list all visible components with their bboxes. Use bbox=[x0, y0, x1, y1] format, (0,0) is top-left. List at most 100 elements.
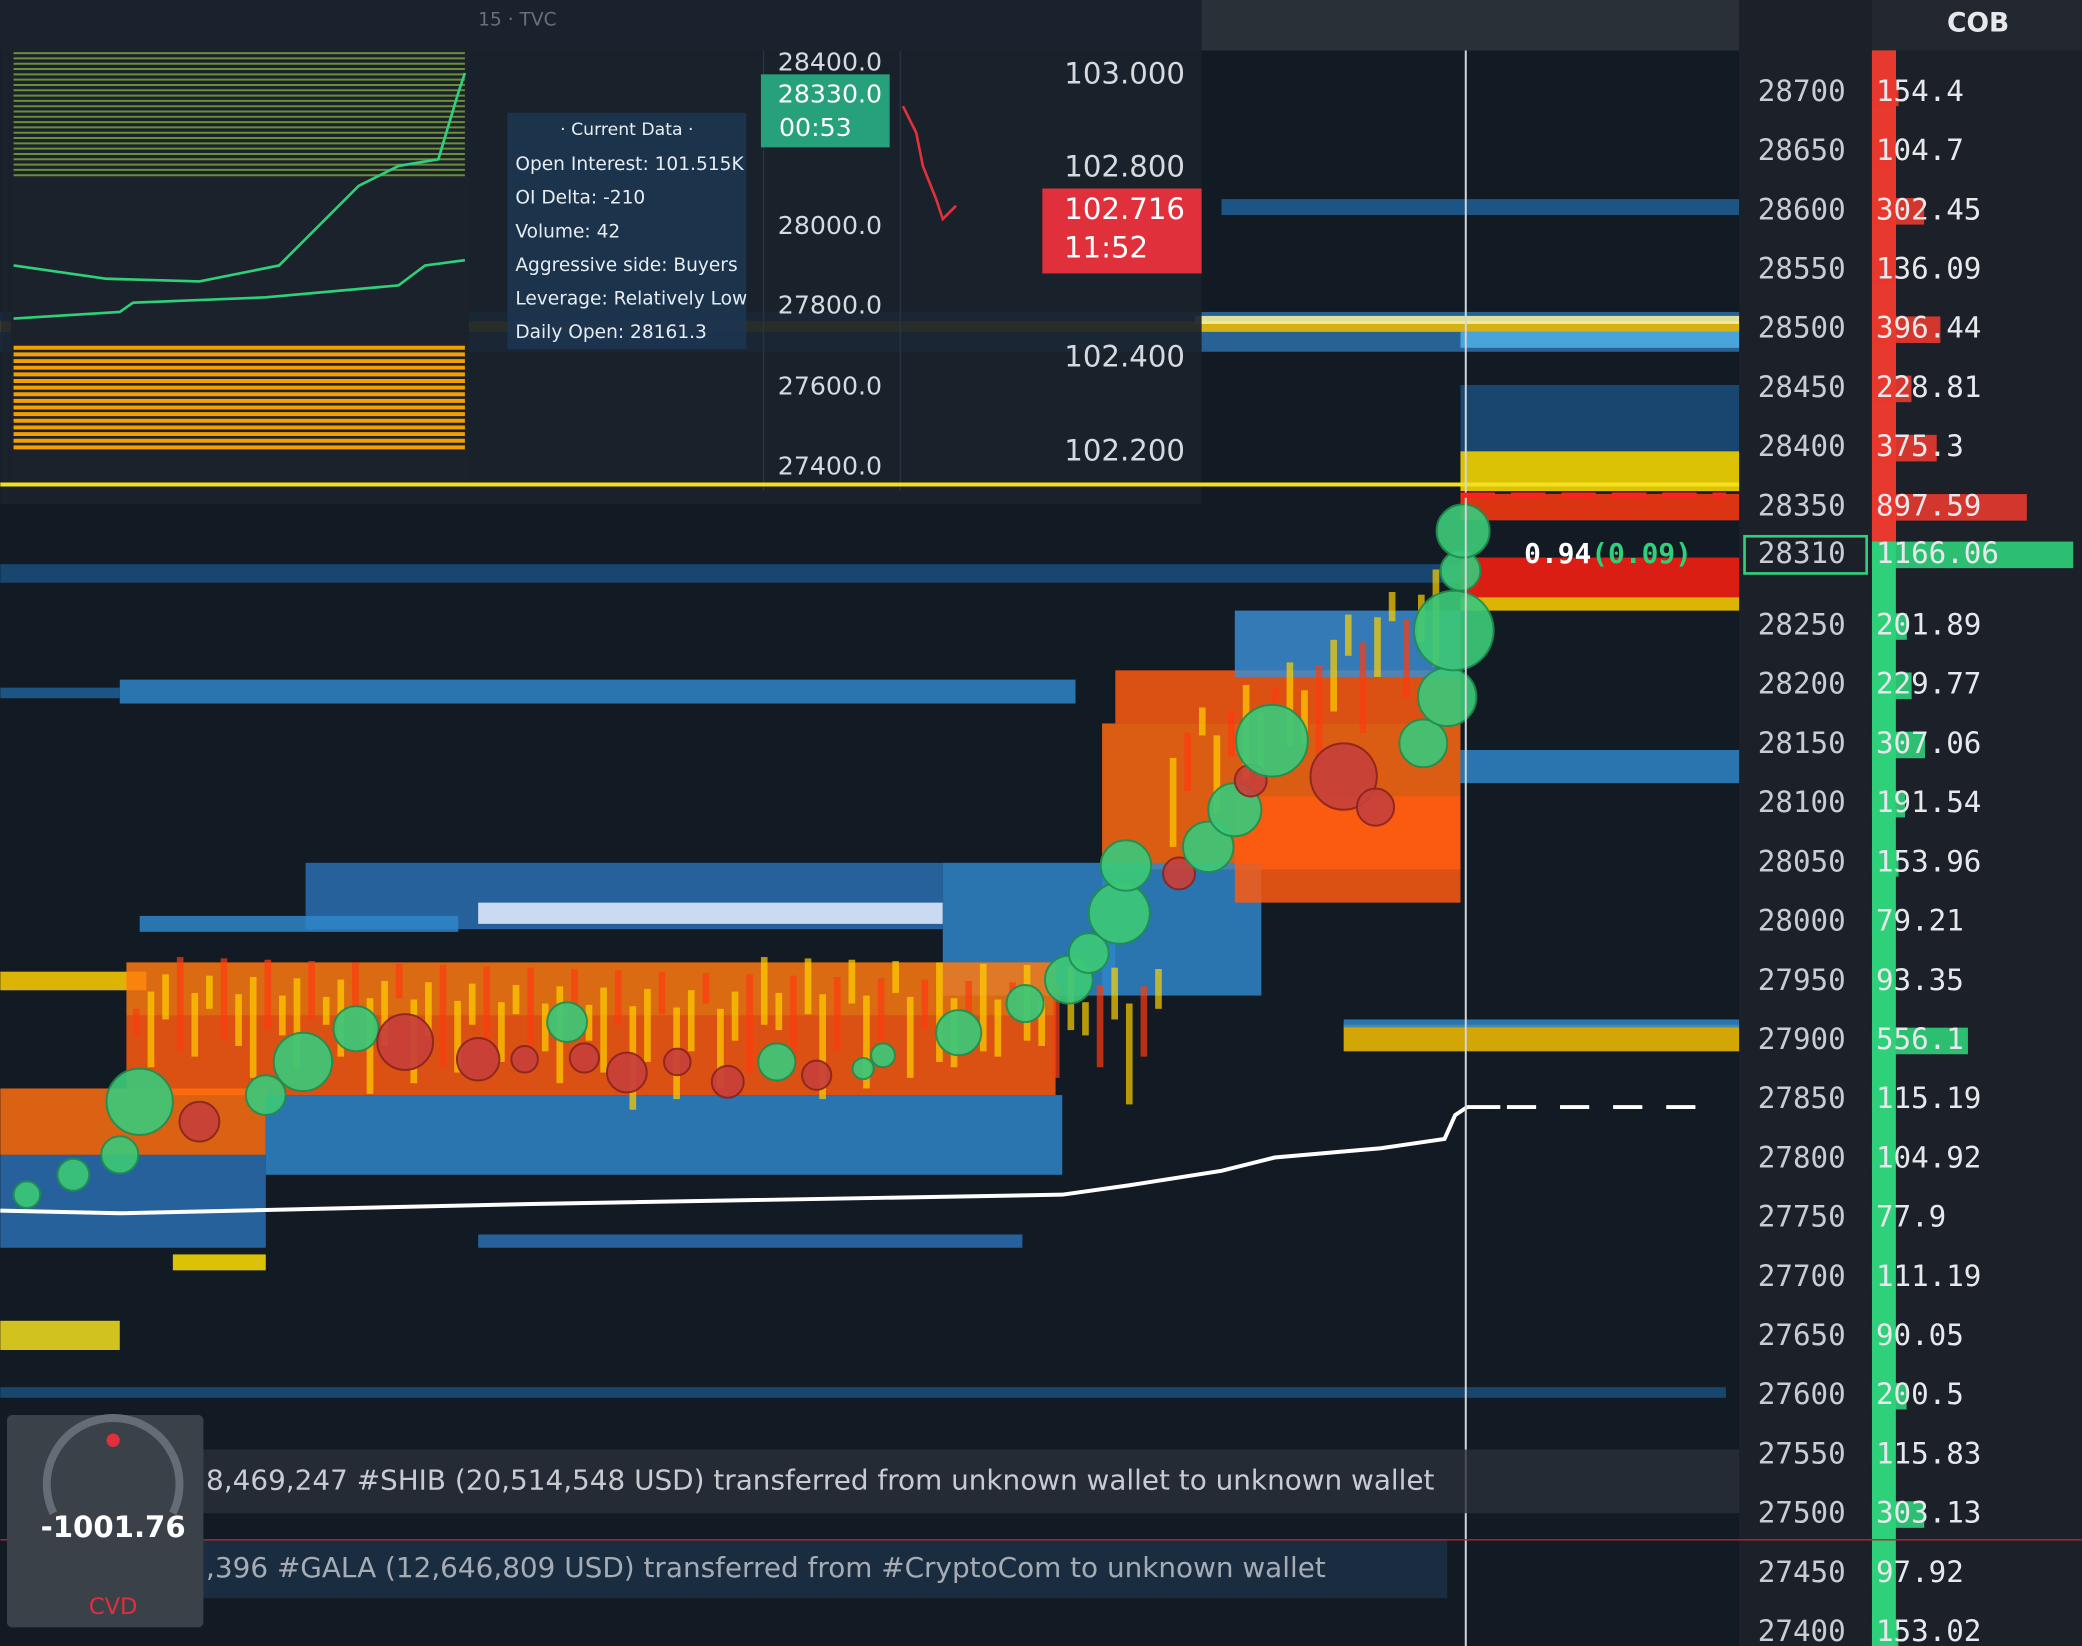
heat-cell bbox=[833, 976, 841, 1052]
depth-bar bbox=[1871, 1442, 1892, 1469]
news-item: ,396 #GALA (12,646,809 USD) transferred … bbox=[206, 1551, 1326, 1584]
order-book-panel bbox=[1739, 0, 2082, 1646]
heat-cell bbox=[804, 958, 812, 1015]
heat-cell bbox=[775, 992, 783, 1031]
heat-cell bbox=[381, 980, 388, 1047]
heat-cell bbox=[1344, 614, 1352, 656]
heat-band bbox=[1460, 557, 1740, 598]
trade-bubble bbox=[56, 1157, 91, 1192]
heat-cell bbox=[1359, 642, 1367, 733]
heat-cell bbox=[1169, 757, 1177, 847]
heat-cell bbox=[892, 961, 899, 993]
book-price: 27750 bbox=[1758, 1200, 1846, 1234]
cvd-gauge bbox=[42, 1413, 184, 1515]
heat-cell bbox=[1155, 969, 1162, 1009]
heat-cell bbox=[1140, 986, 1148, 1057]
book-price: 28150 bbox=[1758, 726, 1846, 760]
heat-cell bbox=[220, 958, 228, 1041]
heat-band bbox=[265, 1095, 1063, 1175]
heat-band bbox=[0, 971, 147, 991]
book-size: 200.5 bbox=[1876, 1377, 1964, 1411]
price-axis-label: 28000.0 bbox=[778, 211, 882, 240]
heat-cell bbox=[1198, 707, 1206, 736]
heat-cell bbox=[279, 995, 286, 1036]
heat-cell bbox=[1286, 662, 1294, 747]
heat-band bbox=[1460, 493, 1740, 521]
book-size: 115.19 bbox=[1876, 1081, 1981, 1115]
trade-bubble bbox=[1413, 589, 1495, 672]
heat-cell bbox=[658, 971, 666, 1015]
depth-bar bbox=[1871, 613, 1907, 640]
heat-cell bbox=[176, 957, 184, 1052]
heat-cell bbox=[191, 992, 199, 1057]
heat-cell bbox=[1374, 617, 1381, 677]
depth-bar bbox=[1871, 257, 1896, 284]
price-axis: 28400.0 28000.0 27800.0 27600.0 27400.0 bbox=[778, 48, 882, 481]
depth-bar bbox=[1871, 541, 2074, 569]
heat-cell bbox=[614, 970, 622, 1025]
trade-bubble bbox=[272, 1031, 334, 1093]
cvd-label: CVD bbox=[89, 1594, 138, 1620]
depth-bar bbox=[1871, 316, 1941, 344]
trade-bubble bbox=[1416, 666, 1478, 728]
heat-cell bbox=[1082, 1002, 1089, 1036]
heat-cell bbox=[848, 959, 856, 1004]
heat-cell bbox=[162, 974, 169, 1020]
book-size: 201.89 bbox=[1876, 608, 1981, 642]
heat-cell bbox=[352, 962, 359, 1009]
dxy-axis: 103.000 102.800 102.400 102.200 bbox=[1064, 57, 1185, 468]
heat-band bbox=[1460, 749, 1740, 784]
profile-base bbox=[1871, 50, 1896, 542]
dxy-badge-time: 11:52 bbox=[1064, 231, 1148, 265]
heat-band bbox=[1460, 384, 1740, 452]
heat-cell bbox=[1111, 967, 1118, 1020]
book-price: 27600 bbox=[1758, 1377, 1846, 1411]
book-size: 93.35 bbox=[1876, 963, 1964, 997]
cvd-value: -1001.76 bbox=[41, 1510, 186, 1544]
trade-bubble bbox=[244, 1074, 287, 1117]
heat-band bbox=[478, 1234, 1023, 1248]
heat-cell bbox=[731, 991, 739, 1041]
heat-cell bbox=[235, 994, 242, 1047]
book-size: 104.92 bbox=[1876, 1140, 1981, 1174]
trade-bubble bbox=[1235, 703, 1309, 778]
dxy-line bbox=[901, 105, 957, 222]
heat-band bbox=[1460, 597, 1740, 611]
heat-cell bbox=[585, 1004, 593, 1041]
heat-cell bbox=[965, 980, 972, 1020]
heat-band bbox=[139, 915, 459, 932]
dxy-axis-label: 102.800 bbox=[1064, 150, 1185, 184]
current-marker: 0.94(0.09) bbox=[1524, 537, 1692, 570]
tooltip-title: · Current Data · bbox=[560, 120, 693, 140]
trade-bubble bbox=[935, 1009, 983, 1057]
depth-bar bbox=[1871, 1619, 1899, 1646]
marker-ratio: 0.94 bbox=[1524, 537, 1591, 570]
trade-bubble bbox=[1355, 787, 1396, 827]
marker-delta: (0.09) bbox=[1591, 537, 1692, 570]
heat-band bbox=[478, 902, 943, 924]
book-price: 27800 bbox=[1758, 1140, 1846, 1174]
heat-cell bbox=[936, 962, 943, 1062]
heat-cell bbox=[687, 990, 695, 1052]
book-size: 396.44 bbox=[1876, 311, 1981, 345]
trade-bubble bbox=[105, 1067, 174, 1136]
book-price: 28310 bbox=[1758, 536, 1846, 570]
depth-bar bbox=[1871, 1086, 1892, 1114]
heat-cell bbox=[994, 999, 1002, 1057]
depth-bar bbox=[1871, 1264, 1892, 1292]
book-price: 28500 bbox=[1758, 311, 1846, 345]
depth-bar bbox=[1871, 968, 1889, 996]
trade-bubble bbox=[1398, 718, 1449, 769]
book-price: 27500 bbox=[1758, 1496, 1846, 1530]
dxy-badge bbox=[1042, 188, 1202, 274]
heat-band bbox=[0, 1320, 120, 1350]
tooltip-row: OI Delta: -210 bbox=[515, 188, 645, 209]
depth-bar bbox=[1871, 909, 1886, 936]
book-price: 27950 bbox=[1758, 963, 1846, 997]
book-size: 302.45 bbox=[1876, 192, 1981, 226]
tooltip-row: Volume: 42 bbox=[515, 221, 620, 242]
book-size: 307.06 bbox=[1876, 726, 1981, 760]
trade-bubble bbox=[1005, 983, 1045, 1024]
heat-band bbox=[1234, 796, 1461, 903]
